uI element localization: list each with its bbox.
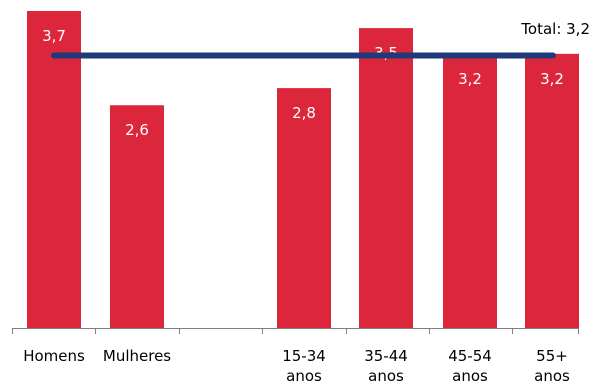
bar-value-label-1: 2,6	[125, 121, 149, 139]
bar-4	[359, 28, 413, 329]
x-tick-label-4-1: anos	[368, 367, 404, 385]
bar-value-label-0: 3,7	[42, 27, 66, 45]
bar-6	[525, 53, 579, 329]
x-tick-labels-group: Homens Mulheres 15-34 anos 35-44 anos 45-54 ano…	[23, 347, 570, 385]
x-tick-label-6-0: 55+	[536, 347, 568, 365]
x-tick-label-3-0: 15-34	[282, 347, 326, 365]
total-label: Total: 3,2	[520, 20, 590, 38]
bar-0	[27, 11, 81, 328]
bar-1	[110, 105, 164, 328]
bar-value-label-5: 3,2	[458, 70, 482, 88]
x-tick-label-0-0: Homens	[23, 347, 85, 365]
bar-labels-group: 3,72,62,83,53,23,2	[42, 27, 564, 139]
x-tick-label-6-1: anos	[534, 367, 570, 385]
bar-value-label-3: 2,8	[292, 104, 316, 122]
x-ticks-group	[12, 328, 579, 334]
x-tick-label-3-1: anos	[286, 367, 322, 385]
x-tick-label-5-0: 45-54	[448, 347, 492, 365]
bar-value-label-6: 3,2	[540, 70, 564, 88]
x-tick-label-1-0: Mulheres	[103, 347, 171, 365]
x-tick-label-4-0: 35-44	[364, 347, 408, 365]
bars-group	[27, 11, 579, 329]
bar-3	[277, 88, 331, 328]
bar-5	[443, 53, 497, 329]
x-tick-label-5-1: anos	[452, 367, 488, 385]
